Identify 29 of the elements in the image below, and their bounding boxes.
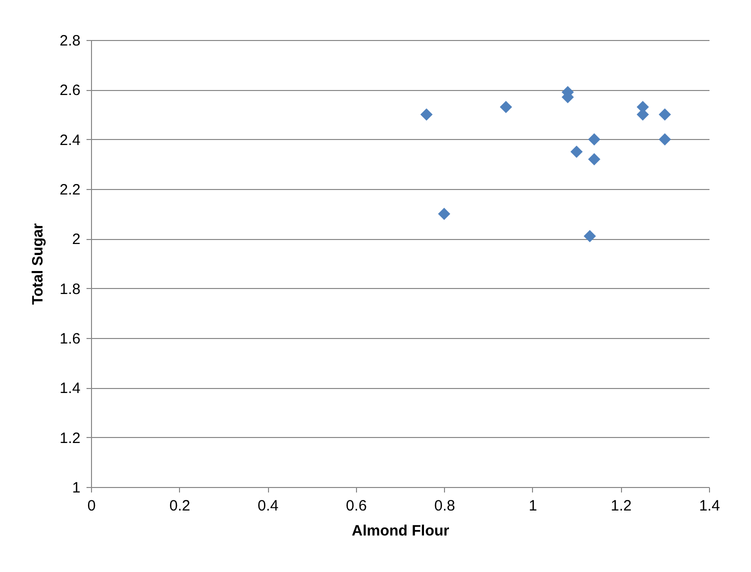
x-tick-label: 0.6 <box>346 498 367 514</box>
point <box>500 100 512 114</box>
point <box>438 208 450 220</box>
x-tick-label: 1 <box>528 498 538 514</box>
point <box>658 133 671 146</box>
point <box>588 153 600 166</box>
y-axis-title: Total Sugar <box>30 223 47 305</box>
y-tick-label: 2.4 <box>60 132 80 149</box>
point <box>658 108 671 121</box>
y-tick-label: 1.6 <box>60 330 80 348</box>
y-tick-label: 1.2 <box>60 430 80 447</box>
y-tick-label: 2.8 <box>60 32 80 50</box>
point <box>570 146 583 158</box>
x-tick-label: 1.4 <box>699 498 720 514</box>
x-axis-title: Almond Flour <box>352 522 450 540</box>
x-tick-label: 0.8 <box>434 498 456 514</box>
y-tick-label: 1.8 <box>60 280 80 298</box>
x-tick-label: 1.2 <box>610 498 632 514</box>
y-tick-label: 1 <box>72 480 80 496</box>
y-tick-label: 1.4 <box>60 380 80 398</box>
y-tick-label: 2.6 <box>60 82 80 100</box>
x-tick-label: 0 <box>87 498 96 514</box>
point <box>584 230 596 242</box>
y-tick-label: 2 <box>72 231 80 248</box>
x-tick-label: 0.4 <box>258 498 278 514</box>
point <box>588 133 600 146</box>
y-tick-label: 2.2 <box>60 182 80 198</box>
x-tick-label: 0.2 <box>169 498 190 514</box>
point <box>420 108 433 121</box>
